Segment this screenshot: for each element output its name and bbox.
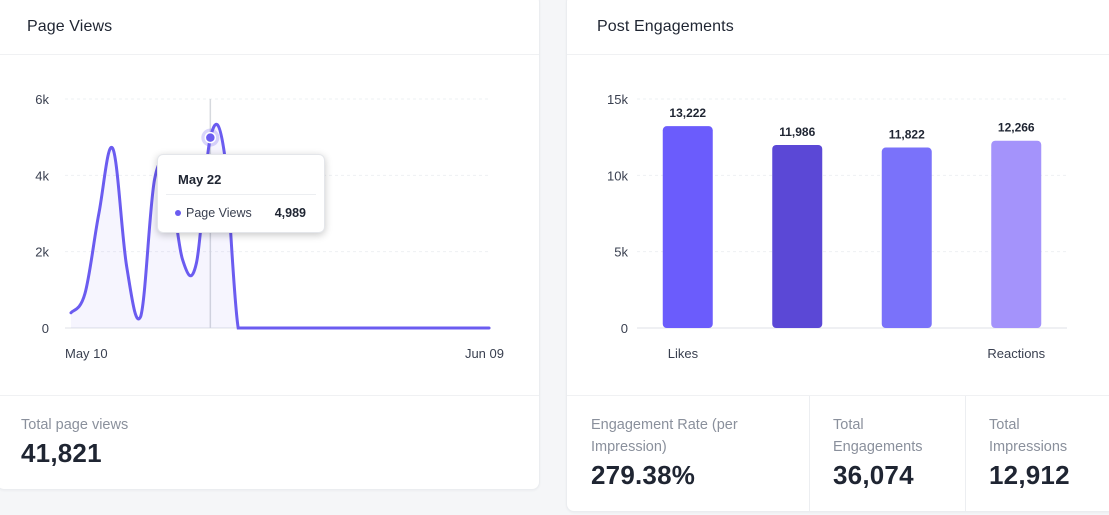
series-area [71, 124, 489, 328]
x-tick-label: Reactions [987, 346, 1045, 361]
y-tick-label: 5k [614, 245, 628, 260]
y-tick-label: 2k [35, 245, 49, 260]
total-page-views-value: 41,821 [21, 438, 102, 468]
chart-tooltip: May 22 Page Views 4,989 [157, 154, 325, 233]
tooltip-series-name: Page Views [186, 206, 252, 220]
post-engagements-title: Post Engagements [597, 18, 734, 35]
engagement-rate-stat: Engagement Rate (per Impression) 279.38% [567, 396, 809, 511]
bar[interactable] [662, 126, 713, 328]
series-line[interactable] [69, 122, 491, 330]
page-views-title: Page Views [27, 18, 113, 35]
bar-value-label: 13,222 [669, 106, 706, 120]
total-engagements-label: Total Engagements [833, 417, 923, 455]
post-engagements-header: Post Engagements [567, 0, 1109, 55]
y-tick-label: 4k [35, 168, 49, 183]
tooltip-date: May 22 [178, 172, 222, 187]
y-tick-label: 0 [621, 321, 628, 336]
post-engagements-chart[interactable]: 0 5k 10k 15k 13,222 Likes 11,986 11,822 12,266 Re… [567, 0, 1109, 395]
engagement-rate-value: 279.38% [591, 460, 696, 490]
y-tick-label: 15k [607, 92, 628, 107]
page-views-card: Page Views 0 2k 4k 6k May 10 Jun 09 May 22 Pa… [0, 0, 540, 490]
engagement-rate-label: Engagement Rate (per Impression) [591, 417, 738, 455]
total-impressions-stat: Total Impressions 12,912 [965, 396, 1109, 511]
total-impressions-label: Total Impressions [989, 417, 1068, 455]
stat-divider [965, 396, 966, 511]
bar-value-label: 12,266 [998, 121, 1035, 135]
active-point[interactable] [204, 131, 217, 144]
total-impressions-value: 12,912 [989, 460, 1070, 490]
stat-divider [809, 396, 810, 511]
bar[interactable] [772, 145, 823, 328]
bar[interactable] [881, 147, 932, 328]
x-tick-label: Jun 09 [465, 346, 504, 361]
bar[interactable] [991, 140, 1042, 328]
page-views-footer: Total page views 41,821 [0, 395, 539, 489]
tooltip-series-dot [175, 210, 181, 216]
tooltip-divider [166, 194, 316, 195]
total-engagements-stat: Total Engagements 36,074 [809, 396, 965, 511]
x-tick-label: May 10 [65, 346, 108, 361]
page-views-chart[interactable]: 0 2k 4k 6k May 10 Jun 09 [0, 0, 540, 395]
x-tick-label: Likes [668, 346, 699, 361]
y-tick-label: 10k [607, 168, 628, 183]
bar-value-label: 11,822 [889, 128, 925, 142]
total-engagements-value: 36,074 [833, 460, 914, 490]
total-page-views-label: Total page views [21, 417, 129, 433]
post-engagements-card: Post Engagements 0 5k 10k 15k 13,222 Likes 11,… [566, 0, 1109, 512]
tooltip-series-value: 4,989 [274, 206, 306, 220]
y-tick-label: 0 [42, 321, 49, 336]
page-views-header: Page Views [0, 0, 539, 55]
y-tick-label: 6k [35, 92, 49, 107]
bar-value-label: 11,986 [779, 125, 815, 139]
post-engagements-footer: Engagement Rate (per Impression) 279.38%… [567, 395, 1109, 511]
